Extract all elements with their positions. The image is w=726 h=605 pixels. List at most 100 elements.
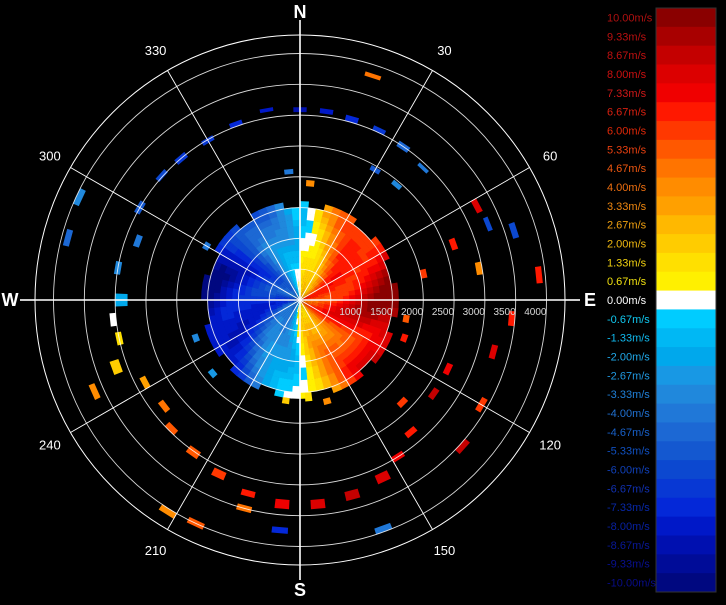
colorbar-tick-label: 7.33m/s — [607, 88, 647, 100]
velocity-cell — [259, 312, 267, 319]
colorbar-swatch — [656, 252, 716, 273]
velocity-cell — [345, 214, 358, 225]
velocity-cell — [287, 232, 295, 240]
velocity-cell — [304, 317, 309, 325]
velocity-cell — [295, 250, 301, 258]
velocity-cell — [304, 238, 311, 246]
velocity-cell — [272, 222, 282, 231]
velocity-cell — [250, 210, 262, 221]
velocity-cell — [302, 330, 307, 338]
velocity-cell — [310, 305, 318, 310]
velocity-cell — [272, 369, 282, 378]
velocity-cell — [287, 296, 295, 299]
velocity-cell — [288, 294, 295, 298]
echo-patch — [109, 312, 117, 327]
velocity-cell — [232, 305, 240, 313]
colorbar-swatch — [656, 309, 716, 329]
velocity-cell — [299, 373, 308, 381]
velocity-cell — [234, 315, 243, 324]
velocity-cell — [284, 378, 294, 387]
velocity-cell — [390, 282, 399, 293]
velocity-cell — [281, 296, 288, 299]
velocity-cell — [278, 285, 285, 291]
velocity-cell — [330, 274, 338, 282]
velocity-cell — [312, 333, 319, 341]
velocity-cell — [311, 302, 319, 305]
velocity-cell — [311, 304, 318, 309]
velocity-cell — [335, 271, 344, 279]
velocity-cell — [305, 294, 312, 298]
colorbar-tick-label: 2.67m/s — [607, 220, 647, 232]
velocity-cell — [214, 313, 223, 323]
velocity-cell — [294, 355, 301, 362]
velocity-cell — [226, 280, 235, 289]
velocity-cell — [281, 302, 289, 305]
velocity-cell — [303, 281, 307, 289]
velocity-cell — [284, 321, 290, 329]
velocity-cell — [244, 299, 251, 306]
echo-patch — [374, 470, 391, 485]
velocity-cell — [214, 277, 223, 287]
velocity-cell — [322, 286, 330, 292]
velocity-cell — [232, 287, 240, 295]
colorbar-swatch — [656, 196, 716, 216]
velocity-cell — [282, 313, 289, 320]
velocity-cell — [329, 305, 337, 310]
velocity-cell — [315, 317, 323, 324]
velocity-cell — [235, 320, 245, 329]
velocity-cell — [367, 299, 375, 307]
velocity-cell — [278, 220, 288, 229]
velocity-cell — [238, 283, 247, 291]
velocity-cell — [281, 293, 289, 297]
velocity-cell — [309, 278, 315, 285]
velocity-cell — [321, 319, 329, 327]
velocity-cell — [279, 274, 286, 282]
velocity-cell — [263, 287, 272, 293]
bearing-tick-label: 210 — [145, 543, 167, 558]
echo-patch — [470, 198, 483, 214]
velocity-cell — [303, 250, 309, 258]
velocity-cell — [306, 283, 311, 290]
velocity-cell — [291, 342, 297, 350]
velocity-cell — [269, 317, 277, 325]
velocity-cell — [301, 318, 305, 325]
velocity-cell — [306, 310, 311, 317]
velocity-cell — [347, 285, 355, 292]
velocity-cell — [270, 375, 280, 384]
velocity-cell — [282, 232, 290, 241]
velocity-cell — [336, 299, 344, 304]
velocity-cell — [378, 284, 387, 294]
velocity-cell — [250, 379, 262, 390]
velocity-cell — [301, 287, 305, 295]
velocity-cell — [289, 310, 294, 317]
velocity-cell — [207, 299, 215, 309]
velocity-cell — [311, 280, 318, 287]
velocity-cell — [274, 279, 282, 286]
velocity-cell — [312, 326, 319, 334]
velocity-cell — [290, 263, 295, 271]
velocity-cell — [335, 321, 344, 329]
velocity-cell — [268, 230, 278, 239]
velocity-cell — [229, 224, 241, 235]
velocity-cell — [296, 287, 299, 295]
velocity-cell — [328, 271, 336, 279]
velocity-cell — [229, 365, 241, 376]
echo-patch — [109, 359, 123, 376]
velocity-cell — [305, 366, 314, 375]
velocity-cell — [385, 299, 393, 309]
velocity-cell — [305, 302, 312, 306]
colorbar-swatch — [656, 384, 716, 405]
velocity-cell — [311, 313, 318, 320]
velocity-cell — [290, 303, 296, 309]
velocity-cell — [260, 278, 269, 285]
velocity-cell — [313, 214, 323, 223]
echo-patch — [158, 504, 177, 519]
velocity-cell — [285, 245, 292, 253]
velocity-cell — [213, 284, 222, 294]
velocity-cell — [335, 288, 343, 294]
velocity-cell — [264, 330, 273, 339]
velocity-cell — [338, 210, 350, 221]
velocity-cell — [270, 308, 278, 314]
velocity-cell — [216, 320, 225, 330]
velocity-cell — [288, 257, 294, 265]
